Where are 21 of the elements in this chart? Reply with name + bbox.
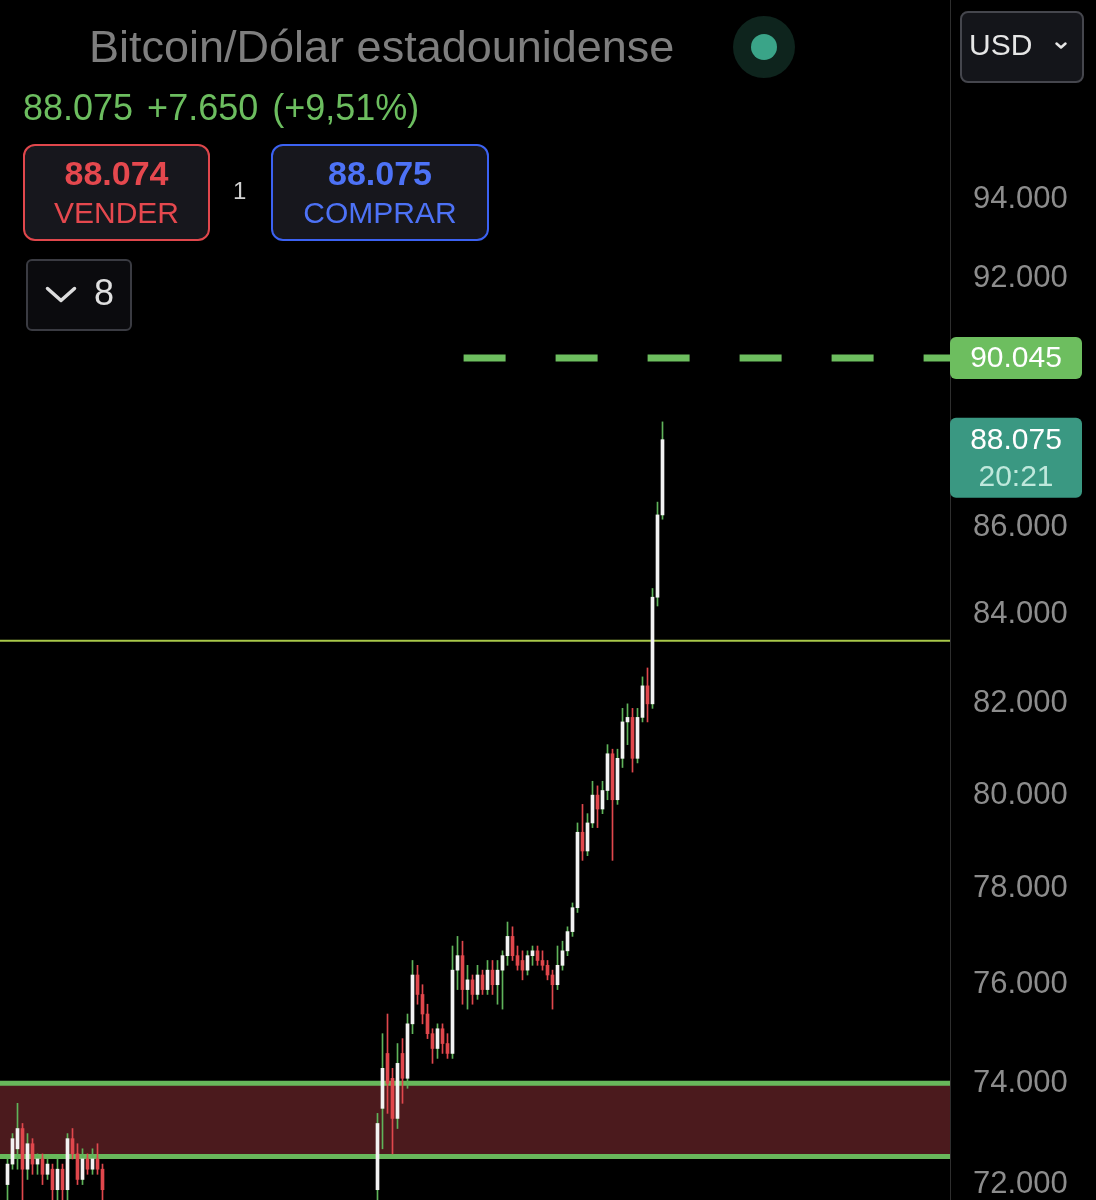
ref-line-label: 90.045 [970,340,1062,374]
y-tick-label: 72.000 [973,1165,1068,1200]
y-tick-label: 74.000 [973,1063,1068,1099]
y-tick-label: 80.000 [973,775,1068,811]
annotation: 8 [94,271,115,315]
text: Bitcoin/Dólar estadounidense [89,20,675,74]
annotation: 1 [233,176,247,206]
y-tick-label: 86.000 [973,508,1068,544]
y-tick-label: 92.000 [973,259,1068,295]
annotation: 88.074 [64,153,169,193]
y-tick-label: 94.000 [973,179,1068,215]
y-tick-label: 76.000 [973,965,1068,1001]
annotation: COMPRAR [303,195,457,231]
text: 88.075 20:21 [970,421,1062,492]
y-tick-label: 84.000 [973,595,1068,631]
annotation: 88.075 [328,153,432,193]
text: 88.075 +7.650 (+9,51%) [23,86,420,130]
text: USD [969,27,1033,63]
y-tick-label: 82.000 [973,684,1068,720]
annotation: VENDER [53,195,180,231]
y-tick-label: 78.000 [973,869,1068,905]
